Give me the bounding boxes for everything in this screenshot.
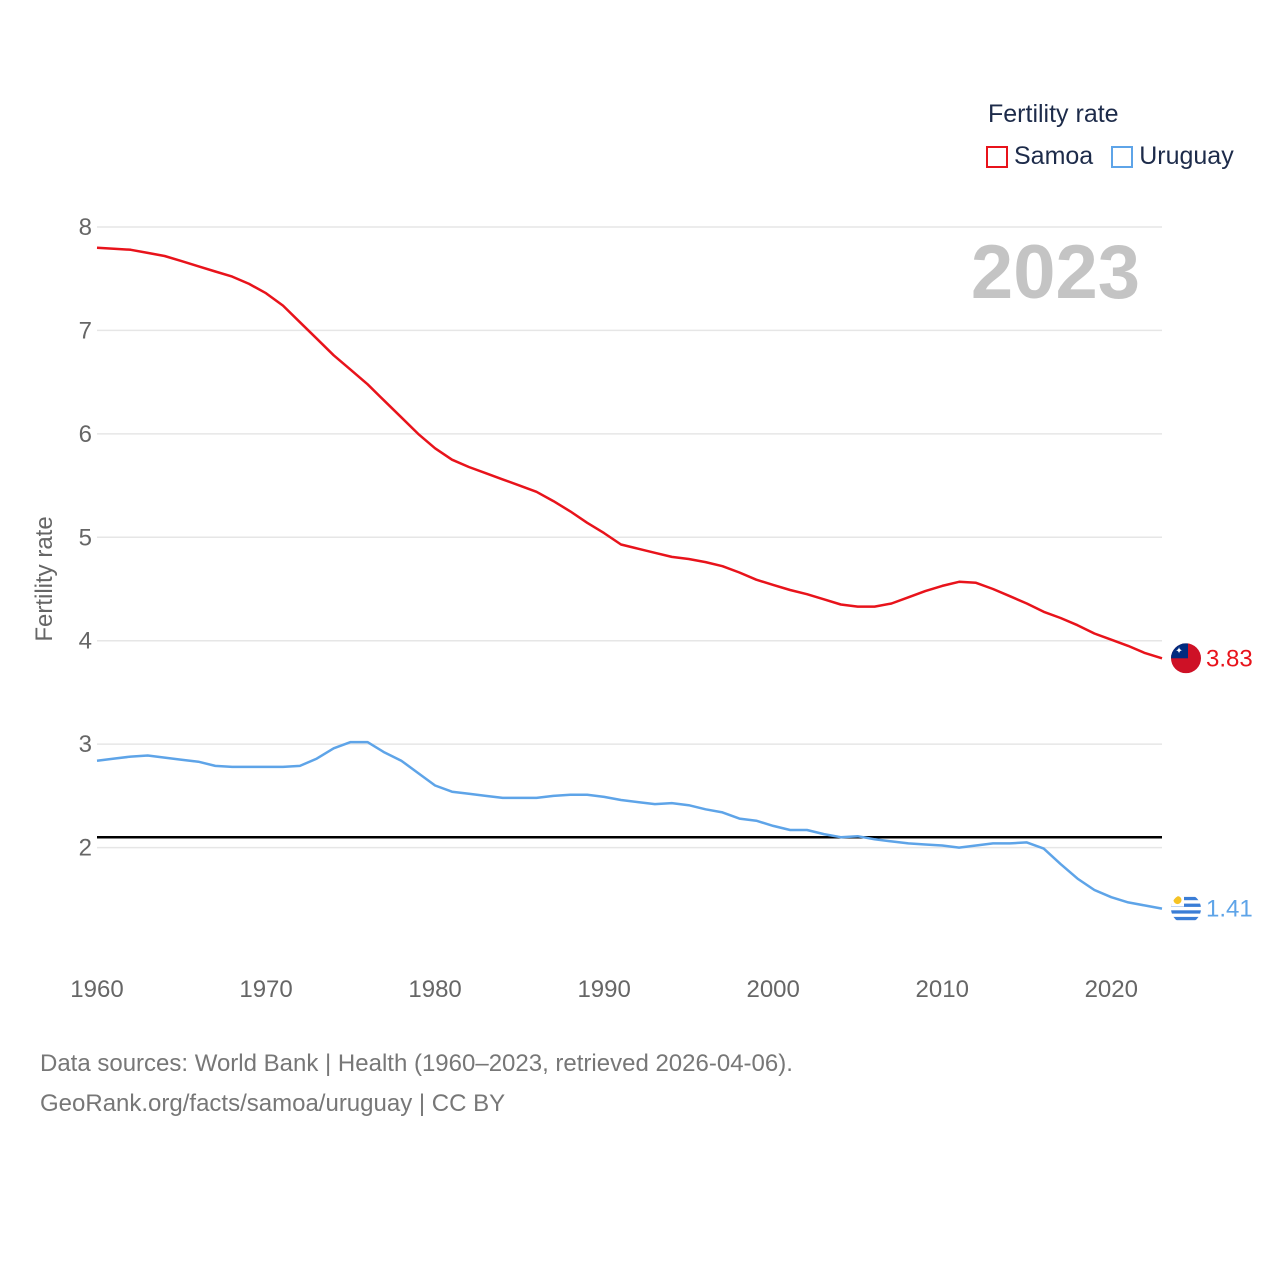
- x-tick-label: 2020: [1085, 976, 1138, 1003]
- series-lines: [96, 246, 1163, 910]
- series-line-samoa[interactable]: [96, 246, 1163, 660]
- series-line-uruguay[interactable]: [96, 740, 1163, 910]
- license-line[interactable]: GeoRank.org/facts/samoa/uruguay | CC BY: [40, 1090, 506, 1117]
- legend-title: Fertility rate: [988, 100, 1119, 128]
- gridlines: [97, 226, 1162, 849]
- y-tick-label: 6: [79, 421, 92, 448]
- y-tick-label: 3: [79, 731, 92, 758]
- legend-label-uruguay: Uruguay: [1139, 142, 1234, 170]
- x-tick-label: 1980: [408, 976, 461, 1003]
- x-axis-ticks: 1960 1970 1980 1990 2000 2010 2020: [70, 976, 1138, 1003]
- legend-item-samoa[interactable]: Samoa: [986, 142, 1093, 171]
- x-tick-label: 1990: [577, 976, 630, 1003]
- year-watermark: 2023: [971, 230, 1140, 315]
- uruguay-end-value: 1.41: [1206, 896, 1253, 923]
- legend: Samoa Uruguay: [986, 142, 1252, 171]
- svg-text:✦: ✦: [1175, 646, 1183, 656]
- uruguay-flag-icon: [1171, 893, 1201, 924]
- legend-swatch-samoa: [986, 145, 1008, 168]
- legend-label-samoa: Samoa: [1014, 142, 1094, 170]
- x-tick-label: 1970: [239, 976, 292, 1003]
- data-sources: Data sources: World Bank | Health (1960–…: [40, 1044, 793, 1124]
- samoa-end-value: 3.83: [1206, 645, 1253, 672]
- y-tick-label: 4: [79, 628, 92, 655]
- y-tick-label: 2: [79, 835, 92, 862]
- y-tick-label: 8: [79, 214, 92, 241]
- x-tick-label: 1960: [70, 976, 123, 1003]
- x-tick-label: 2010: [916, 976, 969, 1003]
- x-tick-label: 2000: [746, 976, 799, 1003]
- legend-swatch-uruguay: [1111, 145, 1134, 168]
- y-axis-ticks: 2 3 4 5 6 7 8: [79, 214, 92, 862]
- y-tick-label: 7: [79, 317, 92, 344]
- samoa-flag-icon: ✦: [1171, 643, 1201, 674]
- y-axis-label: Fertility rate: [31, 516, 58, 641]
- y-tick-label: 5: [79, 524, 92, 551]
- sources-line: Data sources: World Bank | Health (1960–…: [40, 1050, 793, 1077]
- legend-item-uruguay[interactable]: Uruguay: [1111, 142, 1234, 171]
